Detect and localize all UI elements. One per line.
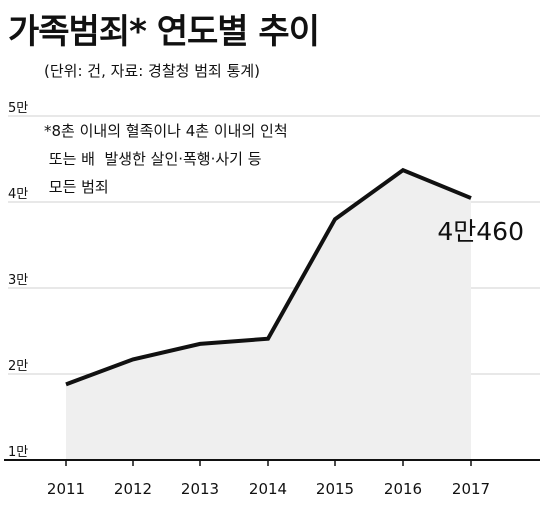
line-layer xyxy=(65,167,472,387)
y-tick-label: 4만 xyxy=(8,187,28,202)
x-tick-label: 2017 xyxy=(452,480,490,498)
x-tick-label: 2015 xyxy=(316,480,354,498)
footnote-line-2: 또는 배 발생한 살인·폭행·사기 등 xyxy=(44,150,262,168)
x-tick-label: 2012 xyxy=(114,480,152,498)
chart-title: 가족범죄* 연도별 추이 xyxy=(8,12,320,52)
y-tick-label: 1만 xyxy=(8,445,28,460)
area-layer xyxy=(66,170,471,460)
y-tick-label: 2만 xyxy=(8,359,28,374)
data-label: 4만460 xyxy=(437,217,524,246)
footnote-line-1: *8촌 이내의 혈족이나 4촌 이내의 인척 xyxy=(44,122,288,140)
y-tick-label: 3만 xyxy=(8,273,28,288)
footnote-line-3: 모든 범죄 xyxy=(44,178,109,196)
x-tick-label: 2014 xyxy=(249,480,287,498)
axis-layer xyxy=(4,459,540,466)
x-tick-label: 2016 xyxy=(384,480,422,498)
x-tick-label: 2013 xyxy=(181,480,219,498)
x-tick-label: 2011 xyxy=(47,480,85,498)
chart-subtitle: (단위: 건, 자료: 경찰청 범죄 통계) xyxy=(44,62,261,80)
area-fill xyxy=(66,170,471,460)
label-layer: 1만 2만 3만 4만 5만 2011 2012 2013 2014 2015 2016 2017 4만… xyxy=(8,101,524,498)
y-tick-label: 5만 xyxy=(8,101,28,116)
